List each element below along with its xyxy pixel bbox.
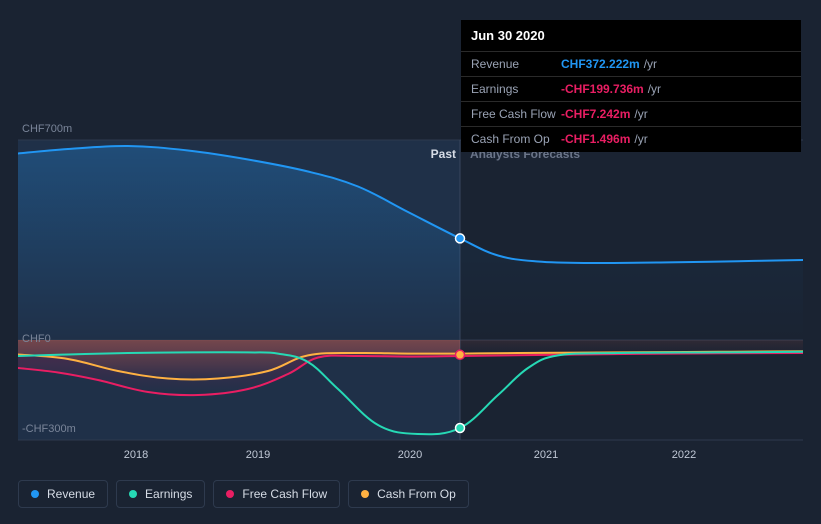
tooltip-row-unit: /yr — [634, 107, 647, 121]
y-axis-label: CHF0 — [22, 333, 51, 345]
tooltip: Jun 30 2020 RevenueCHF372.222m/yrEarning… — [461, 20, 801, 152]
legend-dot-icon — [226, 490, 234, 498]
tooltip-row-label: Revenue — [471, 57, 561, 71]
y-axis-label: CHF700m — [22, 123, 72, 135]
tooltip-row-value: -CHF199.736m — [561, 82, 644, 96]
legend-item-label: Cash From Op — [377, 487, 456, 501]
legend-item-label: Free Cash Flow — [242, 487, 327, 501]
tooltip-row-value: CHF372.222m — [561, 57, 640, 71]
x-axis-label: 2020 — [398, 449, 422, 461]
legend-item-earnings[interactable]: Earnings — [116, 480, 205, 508]
legend-item-label: Revenue — [47, 487, 95, 501]
tooltip-row-unit: /yr — [634, 132, 647, 146]
x-axis-label: 2022 — [672, 449, 696, 461]
tooltip-row-label: Free Cash Flow — [471, 107, 561, 121]
legend-dot-icon — [129, 490, 137, 498]
tooltip-row: RevenueCHF372.222m/yr — [461, 52, 801, 77]
legend-item-revenue[interactable]: Revenue — [18, 480, 108, 508]
tooltip-row: Free Cash Flow-CHF7.242m/yr — [461, 102, 801, 127]
x-axis-label: 2021 — [534, 449, 558, 461]
legend-item-label: Earnings — [145, 487, 192, 501]
y-axis-label: -CHF300m — [22, 423, 76, 435]
x-axis-label: 2018 — [124, 449, 148, 461]
legend: Revenue Earnings Free Cash Flow Cash From O… — [18, 480, 469, 508]
legend-item-cfo[interactable]: Cash From Op — [348, 480, 469, 508]
legend-dot-icon — [31, 490, 39, 498]
tooltip-row: Cash From Op-CHF1.496m/yr — [461, 127, 801, 151]
legend-dot-icon — [361, 490, 369, 498]
tooltip-row-unit: /yr — [648, 82, 661, 96]
tooltip-row-value: -CHF1.496m — [561, 132, 630, 146]
legend-item-fcf[interactable]: Free Cash Flow — [213, 480, 340, 508]
tooltip-row-label: Cash From Op — [471, 132, 561, 146]
tooltip-row-value: -CHF7.242m — [561, 107, 630, 121]
tooltip-date: Jun 30 2020 — [461, 20, 801, 52]
tooltip-row-unit: /yr — [644, 57, 657, 71]
period-label-past: Past — [431, 147, 456, 161]
x-axis-label: 2019 — [246, 449, 270, 461]
tooltip-row-label: Earnings — [471, 82, 561, 96]
tooltip-row: Earnings-CHF199.736m/yr — [461, 77, 801, 102]
